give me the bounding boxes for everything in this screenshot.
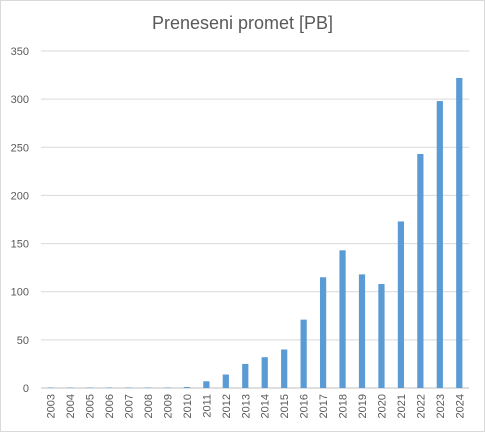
bar-2019 bbox=[358, 274, 366, 388]
bar-2016 bbox=[300, 319, 307, 388]
bar-2003 bbox=[47, 387, 54, 389]
bar-2007 bbox=[125, 387, 132, 389]
x-tick-label: 2007 bbox=[124, 394, 136, 418]
x-tick-label: 2012 bbox=[221, 394, 233, 418]
bar-2022 bbox=[417, 154, 424, 388]
bar-2021 bbox=[397, 221, 405, 388]
bar-2004 bbox=[67, 387, 74, 389]
chart-title: Preneseni promet [PB] bbox=[151, 13, 334, 33]
bar-2009 bbox=[164, 387, 171, 389]
x-tick-label: 2005 bbox=[85, 394, 97, 418]
x-tick-label: 2016 bbox=[299, 394, 311, 418]
x-tick-label: 2020 bbox=[376, 394, 388, 418]
x-tick-label: 2014 bbox=[260, 394, 272, 418]
y-tick-label: 50 bbox=[17, 335, 29, 347]
bar-2020 bbox=[378, 284, 385, 388]
bar-2014 bbox=[261, 357, 268, 388]
x-tick-label: 2006 bbox=[104, 394, 116, 418]
bar-2012 bbox=[222, 374, 229, 388]
y-tick-label: 100 bbox=[11, 287, 29, 299]
y-tick-label: 250 bbox=[11, 142, 29, 154]
x-tick-label: 2019 bbox=[357, 394, 369, 418]
bar-2011 bbox=[203, 381, 210, 388]
bar-2023 bbox=[436, 101, 443, 388]
bar-2010 bbox=[183, 387, 191, 388]
bar-2006 bbox=[105, 387, 113, 389]
y-tick-label: 0 bbox=[23, 383, 29, 395]
x-tick-label: 2003 bbox=[46, 394, 58, 418]
x-tick-label: 2021 bbox=[396, 394, 408, 418]
y-tick-label: 350 bbox=[11, 46, 29, 58]
bar-2005 bbox=[86, 387, 93, 389]
x-tick-label: 2011 bbox=[201, 394, 213, 418]
bar-2015 bbox=[281, 349, 288, 388]
x-tick-label: 2015 bbox=[279, 394, 291, 418]
x-tick-label: 2022 bbox=[415, 394, 427, 418]
bar-2008 bbox=[144, 387, 152, 389]
bar-2017 bbox=[319, 277, 327, 388]
x-tick-label: 2023 bbox=[435, 394, 447, 418]
y-tick-label: 200 bbox=[11, 190, 29, 202]
bar-2024 bbox=[456, 77, 463, 389]
x-tick-label: 2017 bbox=[318, 394, 330, 418]
y-tick-label: 300 bbox=[11, 94, 29, 106]
x-tick-label: 2024 bbox=[454, 394, 466, 418]
bar-2013 bbox=[242, 363, 249, 388]
bar-2018 bbox=[339, 250, 346, 388]
x-tick-label: 2018 bbox=[338, 394, 350, 418]
y-tick-label: 150 bbox=[11, 239, 29, 251]
x-tick-label: 2013 bbox=[240, 394, 252, 418]
x-tick-label: 2004 bbox=[65, 394, 77, 418]
x-tick-label: 2009 bbox=[162, 394, 174, 418]
x-tick-label: 2008 bbox=[143, 394, 155, 418]
x-tick-label: 2010 bbox=[182, 394, 194, 418]
